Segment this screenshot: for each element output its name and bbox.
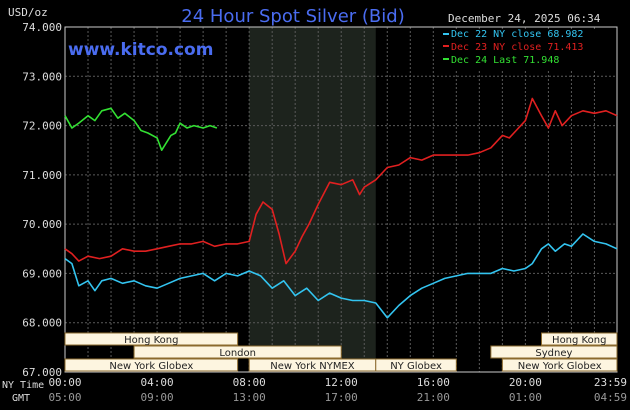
session-bar bbox=[64, 332, 239, 346]
y-tick-label: 74.000 bbox=[22, 21, 62, 34]
y-tick-label: 69.000 bbox=[22, 267, 62, 280]
ny-time-label: NY Time bbox=[2, 380, 44, 391]
session-label: New York NYMEX bbox=[270, 361, 355, 372]
series-line-2 bbox=[64, 107, 218, 151]
session-label: Hong Kong bbox=[124, 335, 178, 346]
x-tick-label-gmt: 17:00 bbox=[325, 391, 358, 404]
legend-dec22: Dec 22 NY close 68.982 bbox=[451, 29, 583, 40]
x-tick-label-gmt: 01:00 bbox=[509, 391, 542, 404]
series-line-0 bbox=[64, 233, 618, 319]
x-tick-label-gmt: 09:00 bbox=[141, 391, 174, 404]
session-bar bbox=[64, 358, 239, 372]
gmt-label: GMT bbox=[12, 393, 30, 404]
session-bar bbox=[375, 358, 457, 372]
legend-box bbox=[440, 30, 616, 70]
session-label: NY Globex bbox=[390, 361, 442, 372]
legend-dec23: Dec 23 NY close 71.413 bbox=[451, 42, 583, 53]
session-label: Sydney bbox=[535, 348, 572, 359]
session-label: New York Globex bbox=[518, 361, 602, 372]
y-tick-label: 73.000 bbox=[22, 70, 62, 83]
watermark-url: www.kitco.com bbox=[68, 40, 213, 60]
session-bar bbox=[490, 345, 618, 359]
x-tick-label-ny: 08:00 bbox=[233, 376, 266, 389]
chart-title: 24 Hour Spot Silver (Bid) bbox=[181, 6, 404, 27]
legend-dec24: Dec 24 Last 71.948 bbox=[451, 55, 559, 66]
y-tick-labels: 74.000 73.000 72.000 71.000 70.000 69.000 68.0… bbox=[22, 21, 62, 379]
x-tick-label-ny: 04:00 bbox=[141, 376, 174, 389]
y-tick-label: 67.000 bbox=[22, 366, 62, 379]
x-tick-label-gmt: 21:00 bbox=[417, 391, 450, 404]
x-tick-labels: 00:00 05:00 04:00 09:00 08:00 13:00 12:00 17:00… bbox=[48, 376, 627, 404]
y-tick-label: 71.000 bbox=[22, 169, 62, 182]
x-tick-label-gmt: 04:59 bbox=[594, 391, 627, 404]
x-tick-label-gmt: 05:00 bbox=[48, 391, 81, 404]
session-label: New York Globex bbox=[109, 361, 193, 372]
session-bar bbox=[540, 332, 618, 346]
x-tick-label-gmt: 13:00 bbox=[233, 391, 266, 404]
plot-border bbox=[64, 26, 618, 373]
session-bar bbox=[133, 345, 342, 359]
y-tick-label: 70.000 bbox=[22, 218, 62, 231]
y-tick-label: 68.000 bbox=[22, 317, 62, 330]
nymex-session-shade bbox=[249, 27, 376, 372]
chart-timestamp: December 24, 2025 06:34 bbox=[448, 12, 601, 25]
x-tick-label-ny: 23:59 bbox=[594, 376, 627, 389]
session-label: Hong Kong bbox=[552, 335, 606, 346]
series-line-1 bbox=[64, 97, 618, 265]
y-axis-label: USD/oz bbox=[8, 6, 48, 19]
y-tick-label: 72.000 bbox=[22, 120, 62, 133]
x-tick-label-ny: 12:00 bbox=[325, 376, 358, 389]
x-tick-label-ny: 00:00 bbox=[48, 376, 81, 389]
session-bar bbox=[501, 358, 618, 372]
x-tick-label-ny: 20:00 bbox=[509, 376, 542, 389]
x-tick-label-ny: 16:00 bbox=[417, 376, 450, 389]
legend: Dec 22 NY close 68.982 Dec 23 NY close 7… bbox=[440, 29, 616, 70]
market-sessions: Hong Kong Hong Kong London Sydney New York G… bbox=[64, 332, 618, 372]
series-lines bbox=[64, 97, 618, 319]
session-label: London bbox=[219, 348, 256, 359]
